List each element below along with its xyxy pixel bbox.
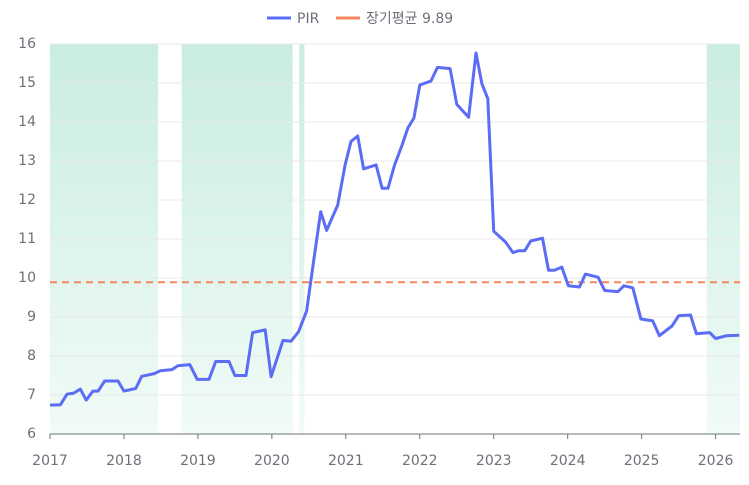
y-tick-label: 9 [27,309,36,325]
x-tick-label: 2019 [180,453,216,469]
y-tick-label: 13 [18,153,36,169]
y-tick-label: 11 [18,231,36,247]
y-tick-label: 6 [27,426,36,442]
y-tick-label: 10 [18,270,36,286]
x-tick-label: 2018 [106,453,142,469]
x-tick-label: 2024 [550,453,586,469]
y-tick-label: 15 [18,75,36,91]
legend-label: 장기평균 9.89 [366,11,453,27]
y-tick-label: 16 [18,36,36,52]
legend-label: PIR [297,11,320,27]
x-tick-label: 2026 [698,453,734,469]
y-tick-label: 14 [18,114,36,130]
y-tick-label: 12 [18,192,36,208]
y-tick-label: 7 [27,387,36,403]
pir-line [49,51,740,407]
x-tick-label: 2025 [624,453,660,469]
x-tick-label: 2017 [32,453,68,469]
y-tick-label: 8 [27,348,36,364]
x-tick-label: 2022 [402,453,438,469]
x-tick-label: 2021 [328,453,364,469]
x-tick-label: 2023 [476,453,512,469]
x-tick-label: 2020 [254,453,290,469]
